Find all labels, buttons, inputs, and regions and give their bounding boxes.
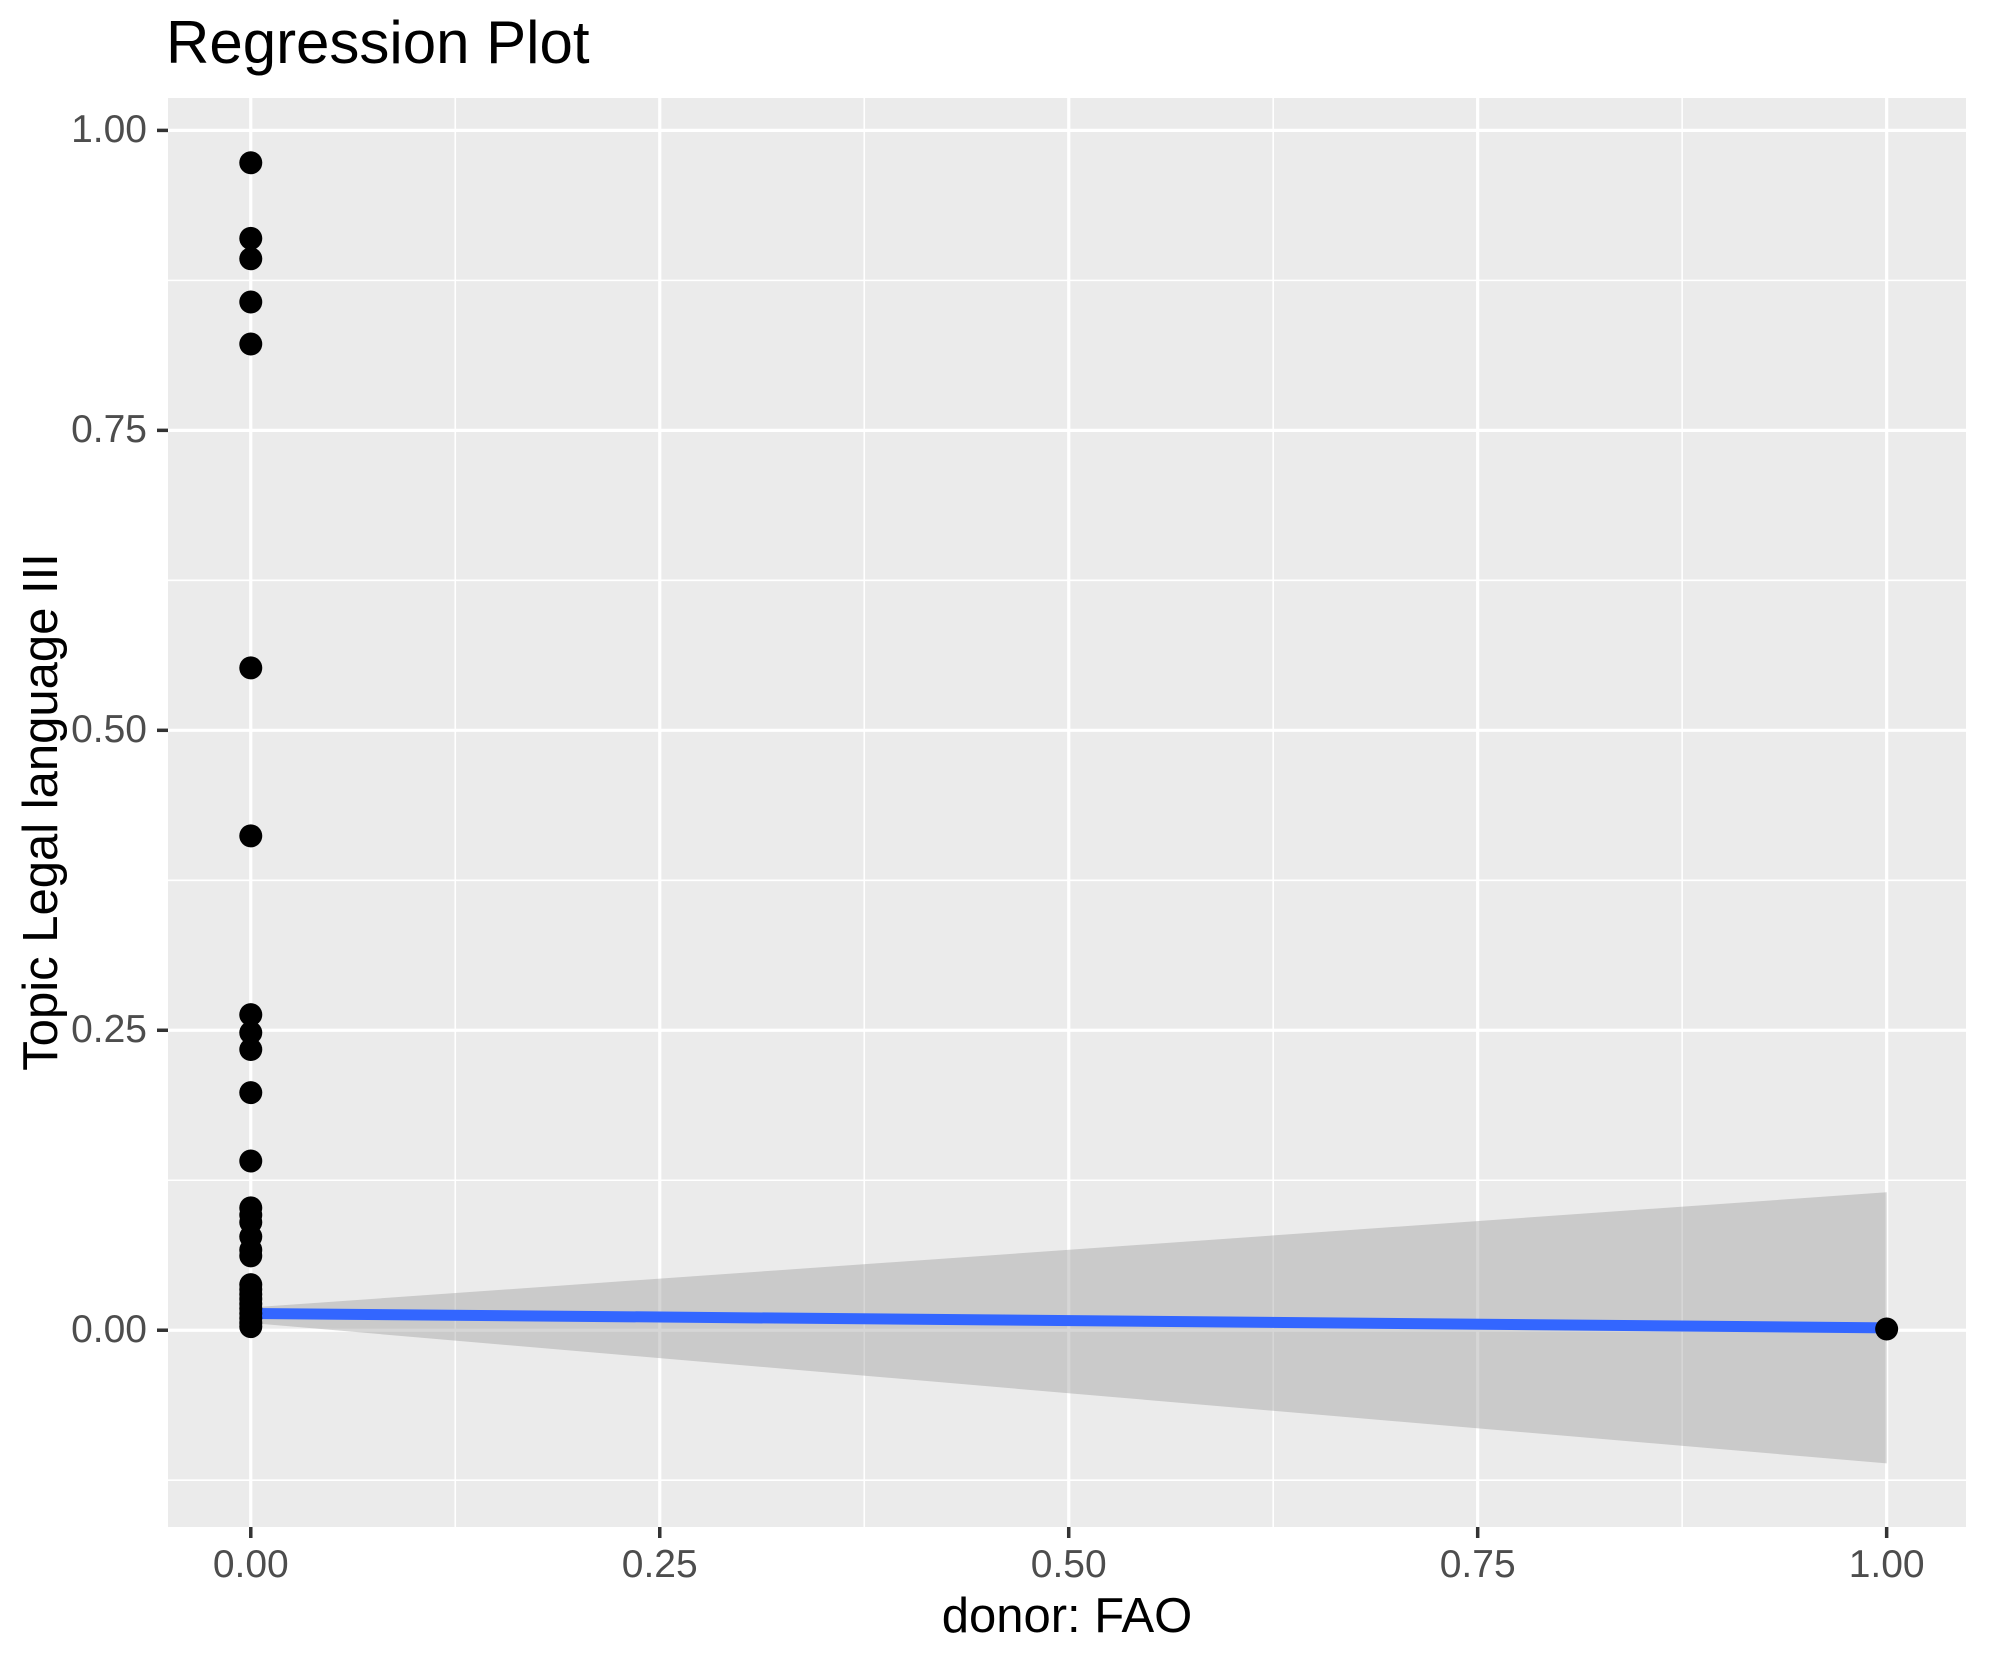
confidence-band bbox=[250, 1192, 1887, 1464]
regression-line bbox=[245, 1307, 1893, 1334]
y-tick-label: 1.00 bbox=[71, 108, 147, 152]
plot-panel bbox=[168, 98, 1966, 1527]
x-tick-label: 0.25 bbox=[621, 1543, 698, 1586]
x-tick-label: 0.50 bbox=[1030, 1543, 1107, 1586]
data-point bbox=[1875, 1317, 1899, 1341]
x-tick-label: 0.75 bbox=[1439, 1543, 1516, 1586]
data-point bbox=[239, 1037, 263, 1061]
data-point bbox=[239, 290, 263, 314]
y-tick-label: 0.75 bbox=[71, 408, 147, 452]
y-tick-label: 0.50 bbox=[71, 708, 147, 752]
x-tick-label: 0.00 bbox=[212, 1543, 289, 1586]
data-point bbox=[239, 332, 263, 356]
y-axis-title: Topic Legal language III bbox=[14, 553, 68, 1071]
plot-title: Regression Plot bbox=[166, 9, 590, 76]
data-point bbox=[239, 151, 263, 175]
data-point bbox=[239, 1244, 263, 1268]
data-point bbox=[239, 226, 263, 250]
data-point bbox=[239, 656, 263, 680]
x-axis-title: donor: FAO bbox=[941, 1589, 1193, 1643]
x-tick-label: 1.00 bbox=[1848, 1543, 1925, 1586]
data-point bbox=[239, 1315, 263, 1339]
y-tick-label: 0.25 bbox=[71, 1008, 147, 1052]
data-point bbox=[239, 247, 263, 271]
data-point bbox=[239, 1149, 263, 1173]
data-point bbox=[239, 1081, 263, 1105]
data-point bbox=[239, 1003, 263, 1027]
data-point bbox=[239, 824, 263, 848]
y-tick-label: 0.00 bbox=[71, 1308, 147, 1352]
data-point bbox=[239, 1021, 263, 1045]
